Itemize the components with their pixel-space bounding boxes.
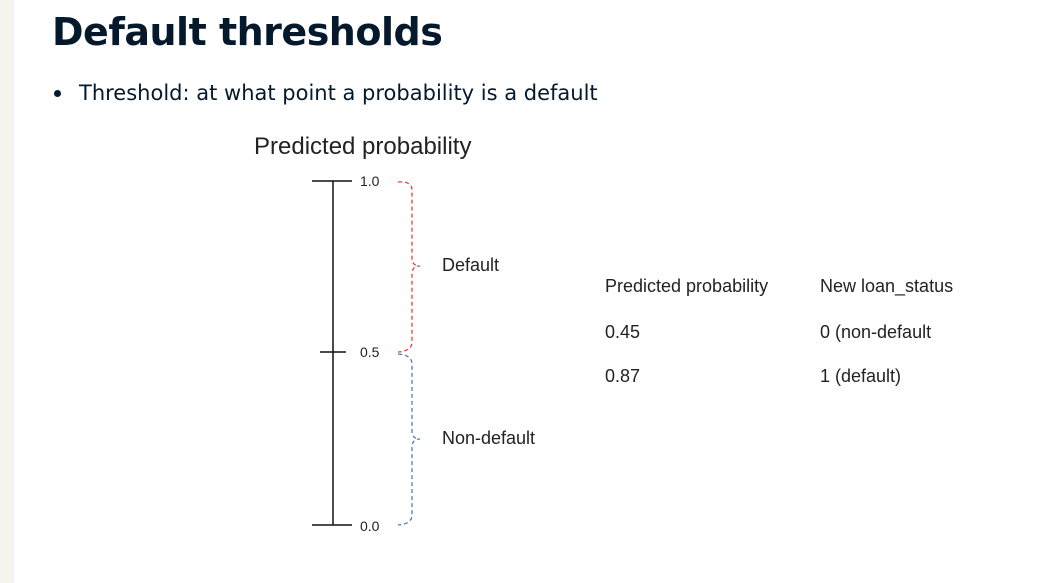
table-cell-row2-probability: 0.87 [605,366,641,386]
table-cell-row1-probability: 0.45 [605,322,641,342]
non-default-region-label: Non-default [442,428,535,448]
table-cell-row1-status: 0 (non-default [820,322,932,342]
table-cell-row2-status: 1 (default) [820,366,902,386]
bullet-dot-icon [54,89,61,97]
tick-label-0-5: 0.5 [360,344,380,360]
slide-title: Default thresholds [52,10,443,54]
diagram-title: Predicted probability [254,133,471,160]
table-header-probability: Predicted probability [605,276,769,296]
default-region-label: Default [442,255,499,275]
slide: Default thresholds Threshold: at what po… [14,0,1042,583]
table-header-loan-status: New loan_status [820,276,954,296]
tick-label-0-0: 0.0 [360,518,380,534]
bullet-text: Threshold: at what point a probability i… [79,81,598,105]
non-default-brace [397,353,421,526]
bullet-item: Threshold: at what point a probability i… [54,81,598,105]
tick-label-1-0: 1.0 [360,173,380,189]
default-brace [397,181,421,353]
